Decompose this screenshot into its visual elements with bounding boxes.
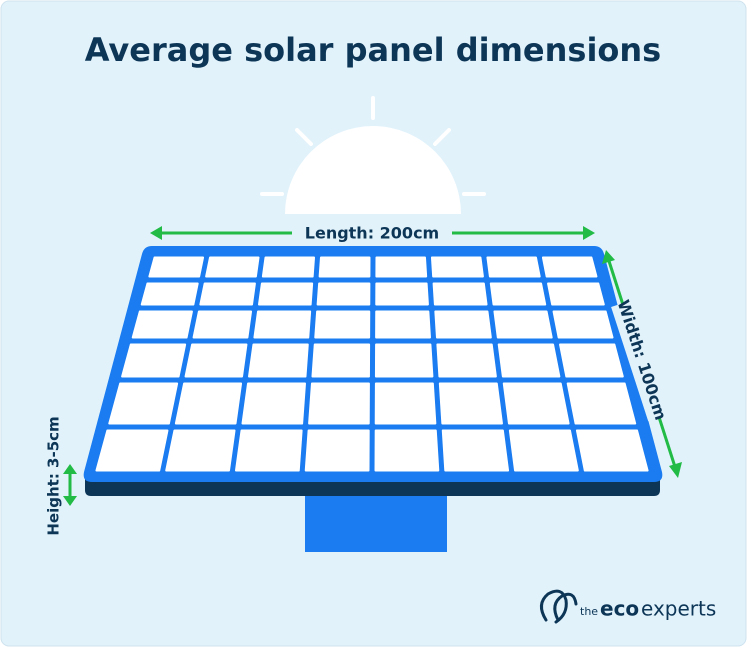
logo-prefix: the: [580, 605, 598, 618]
panel-cell: [375, 310, 431, 339]
panel-cell: [304, 429, 370, 472]
panel-cell: [566, 382, 637, 425]
panel-cell: [234, 429, 303, 472]
panel-cell: [257, 282, 314, 306]
panel-cell: [502, 382, 570, 425]
panel-cell: [131, 310, 193, 339]
logo-brand: eco: [600, 597, 639, 621]
panel-cell: [432, 282, 488, 306]
panel-cell: [199, 282, 256, 306]
panel-cell: [493, 310, 553, 339]
length-label: Length: 200cm: [305, 224, 439, 243]
length-label-bg: [292, 220, 452, 246]
panel-cell: [559, 343, 624, 378]
panel-cell: [184, 343, 248, 378]
panel-cell: [205, 256, 260, 278]
panel-cell: [261, 256, 315, 278]
panel-cell: [508, 429, 579, 472]
panel-cell: [374, 343, 434, 378]
panel-cell: [575, 429, 649, 472]
panel-cell: [311, 343, 371, 378]
sun: [260, 96, 486, 214]
panel-cells: [95, 256, 649, 472]
panel-cell: [547, 282, 605, 306]
height-label: Height: 3-5cm: [45, 416, 63, 535]
panel-cell: [430, 256, 484, 278]
panel-cell: [140, 282, 199, 306]
panel-cell: [374, 382, 437, 425]
panel-cell: [375, 282, 429, 306]
panel-cell: [436, 343, 497, 378]
panel-cell: [253, 310, 312, 339]
logo: the eco experts: [540, 589, 716, 624]
logo-icon: [540, 589, 578, 624]
panel-cell: [374, 429, 440, 472]
panel-cell: [441, 429, 510, 472]
panel-base: [85, 478, 660, 496]
panel-cell: [192, 310, 253, 339]
stand: [305, 488, 447, 552]
panel-cell: [434, 310, 492, 339]
panel-cell: [489, 282, 547, 306]
height-arrow: [63, 464, 77, 506]
width-label-bg: [611, 298, 673, 422]
panel-cell: [174, 382, 243, 425]
panel-cell: [95, 429, 169, 472]
panel-cell: [121, 343, 187, 378]
panel-cell: [541, 256, 598, 278]
panel-cell: [148, 256, 205, 278]
logo-suffix: experts: [641, 597, 716, 621]
title: Average solar panel dimensions: [85, 31, 661, 69]
panel-cell: [165, 429, 236, 472]
panel-cell: [318, 256, 371, 278]
panel-cell: [375, 256, 428, 278]
panel-cell: [308, 382, 370, 425]
panel-cell: [497, 343, 561, 378]
panel-cell: [108, 382, 179, 425]
panel-cell: [316, 282, 371, 306]
panel-cell: [248, 343, 309, 378]
panel-cell: [241, 382, 306, 425]
panel-cell: [552, 310, 614, 339]
panel-cell: [438, 382, 503, 425]
panel-cell: [314, 310, 371, 339]
panel-cell: [486, 256, 541, 278]
